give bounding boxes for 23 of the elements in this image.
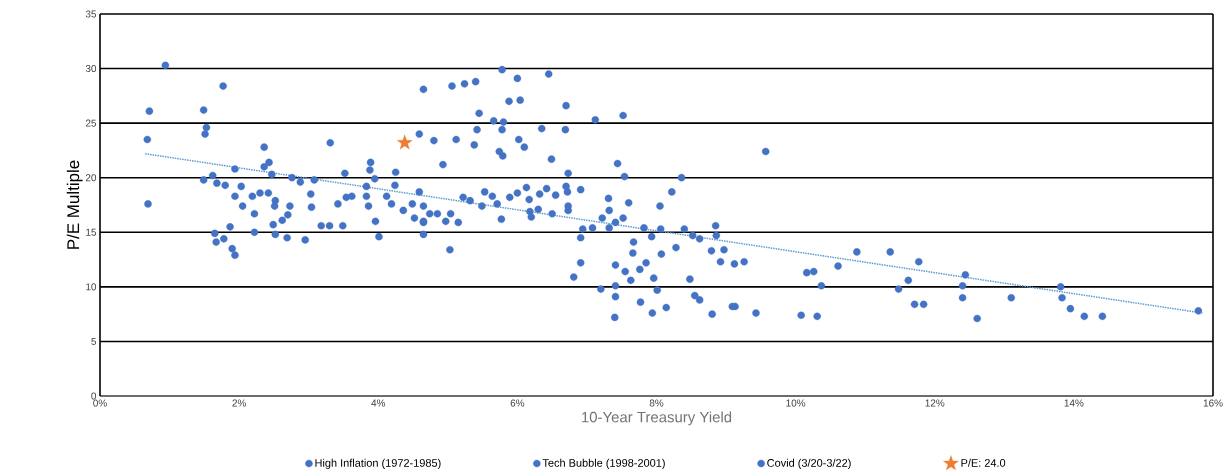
x-tick-label: 6% bbox=[510, 399, 525, 407]
x-tick-label: 8% bbox=[649, 399, 664, 407]
x-tick-label: 16% bbox=[1203, 399, 1223, 407]
x-tick-label: 14% bbox=[1064, 399, 1084, 407]
x-tick-label: 2% bbox=[232, 399, 246, 407]
y-tick-label: 10 bbox=[86, 283, 97, 291]
x-tick-label: 12% bbox=[925, 399, 945, 407]
y-tick-label: 5 bbox=[91, 337, 97, 345]
legend-label: Covid (3/20-3/22) bbox=[767, 458, 851, 469]
y-tick-label: 30 bbox=[85, 65, 97, 73]
y-tick-label: 35 bbox=[85, 10, 97, 18]
x-axis-title: 10-Year Treasury Yield bbox=[582, 411, 732, 426]
legend-label: P/E: 24.0 bbox=[961, 458, 1006, 467]
y-tick-label: 20 bbox=[85, 174, 97, 182]
y-tick-label: 0 bbox=[91, 392, 97, 400]
legend-label: Tech Bubble (1998-2001) bbox=[542, 458, 665, 469]
y-axis-title: P/E Multiple bbox=[66, 160, 83, 249]
legend-label: High Inflation (1972-1985) bbox=[315, 458, 441, 469]
x-tick-label: 0% bbox=[93, 399, 107, 407]
x-tick-label: 10% bbox=[786, 399, 806, 407]
y-tick-label: 25 bbox=[85, 119, 97, 127]
y-tick-label: 15 bbox=[86, 228, 97, 236]
x-tick-label: 4% bbox=[371, 399, 386, 407]
